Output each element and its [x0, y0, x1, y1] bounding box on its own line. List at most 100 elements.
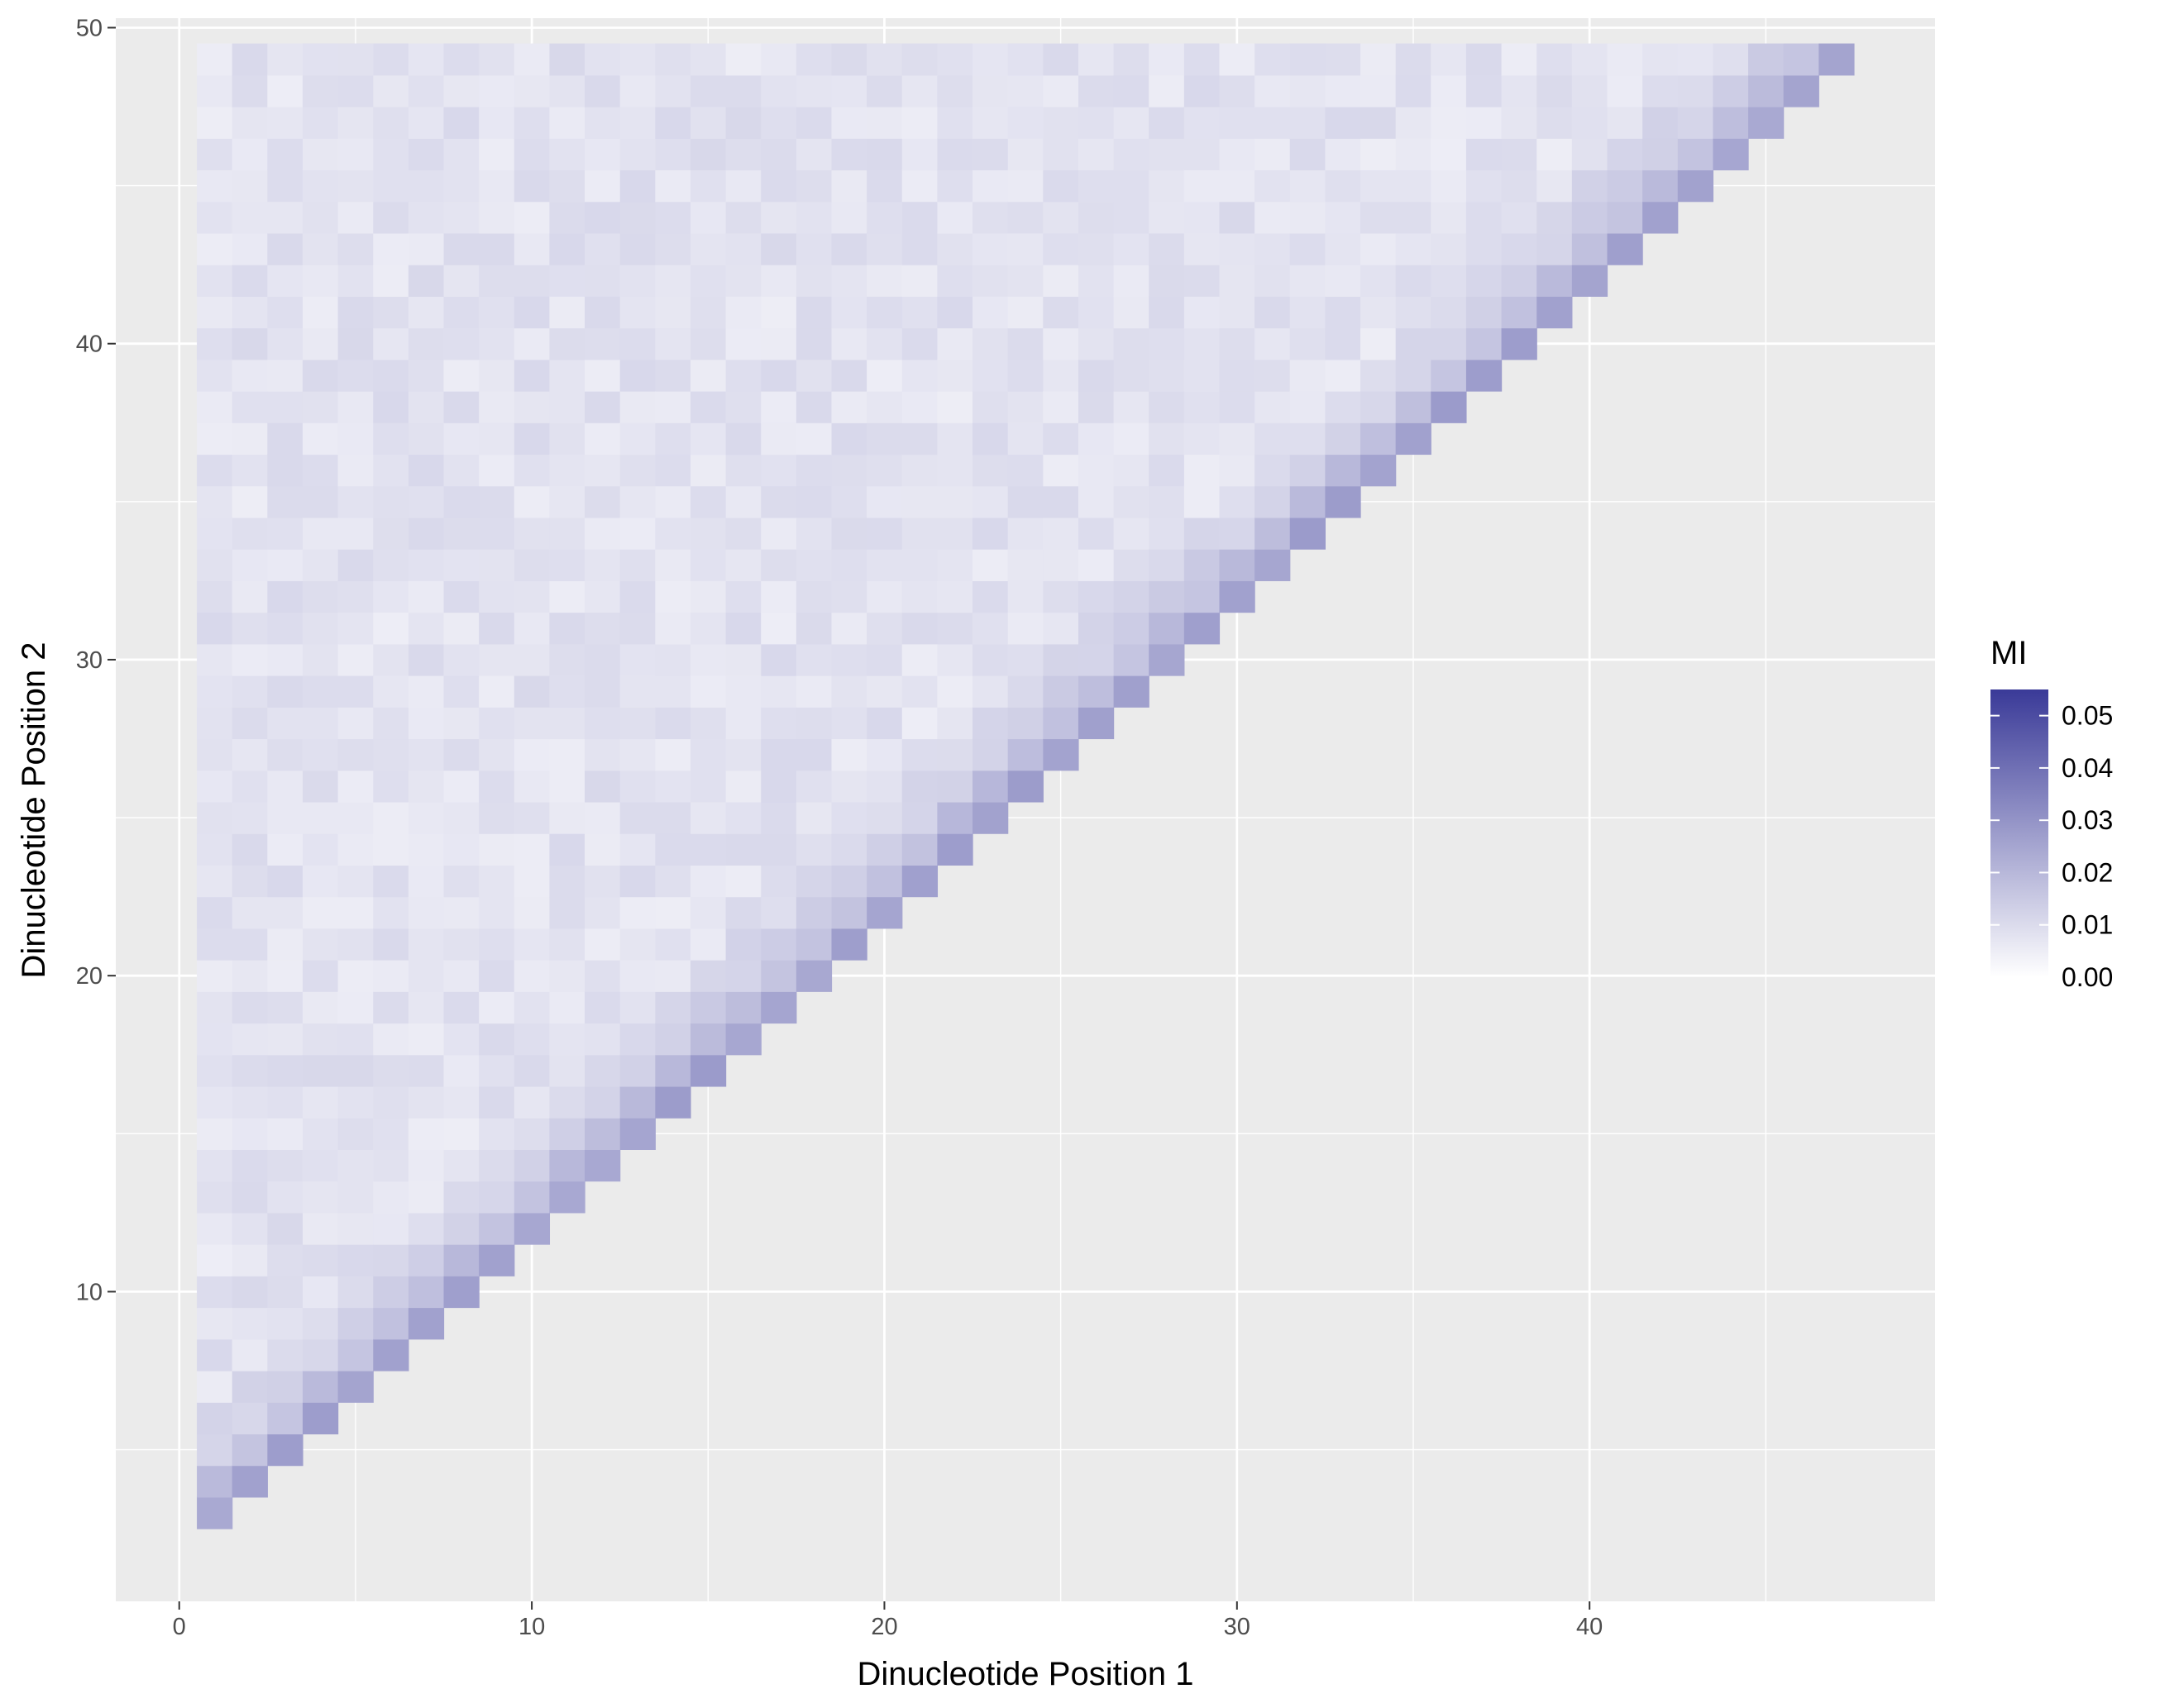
- heatmap-cell: [867, 549, 903, 581]
- heatmap-cell: [1183, 232, 1221, 265]
- heatmap-cell: [267, 833, 303, 866]
- heatmap-cell: [761, 865, 797, 898]
- heatmap-cell: [937, 107, 973, 139]
- heatmap-cell: [267, 801, 303, 834]
- heatmap-cell: [761, 265, 797, 297]
- heatmap-cell: [197, 138, 233, 171]
- heatmap-cell: [232, 960, 268, 992]
- heatmap-cell: [1325, 43, 1361, 76]
- heatmap-cell: [267, 580, 303, 613]
- heatmap-cell: [1183, 422, 1221, 456]
- heatmap-cell: [901, 707, 939, 740]
- heatmap-cell: [1149, 485, 1185, 518]
- heatmap-cell: [585, 327, 621, 360]
- heatmap-cell: [232, 738, 268, 771]
- heatmap-cell: [1571, 107, 1608, 139]
- heatmap-cell: [443, 232, 480, 265]
- heatmap-cell: [1360, 422, 1397, 456]
- heatmap-cell: [690, 74, 727, 107]
- heatmap-cell: [796, 770, 833, 803]
- heatmap-cell: [232, 1118, 268, 1150]
- heatmap-cell: [302, 1085, 339, 1119]
- heatmap-cell: [1289, 169, 1326, 203]
- heatmap-cell: [373, 612, 409, 645]
- heatmap-cell: [267, 643, 303, 676]
- heatmap-cell: [655, 991, 691, 1024]
- heatmap-cell: [972, 201, 1009, 234]
- heatmap-cell: [1043, 580, 1079, 613]
- heatmap-cell: [514, 201, 551, 234]
- heatmap-cell: [725, 801, 762, 834]
- heatmap-cell: [232, 1244, 268, 1276]
- heatmap-cell: [302, 801, 339, 834]
- heatmap-cell: [443, 422, 480, 456]
- heatmap-cell: [972, 707, 1009, 740]
- heatmap-cell: [302, 74, 339, 107]
- heatmap-cell: [302, 43, 339, 76]
- heatmap-cell: [443, 138, 480, 171]
- heatmap-cell: [972, 738, 1009, 771]
- heatmap-cell: [302, 960, 339, 992]
- heatmap-cell: [937, 169, 973, 203]
- heatmap-cell: [1113, 296, 1149, 329]
- heatmap-cell: [831, 707, 867, 740]
- heatmap-cell: [972, 107, 1009, 139]
- heatmap-cell: [408, 960, 445, 992]
- heatmap-cell: [549, 138, 585, 171]
- heatmap-cell: [549, 960, 585, 992]
- heatmap-cell: [197, 485, 233, 518]
- heatmap-cell: [267, 138, 303, 171]
- heatmap-cell: [1395, 265, 1431, 297]
- heatmap-cell: [373, 675, 409, 708]
- heatmap-cell: [479, 896, 515, 929]
- heatmap-cell: [1149, 612, 1185, 645]
- heatmap-cell: [867, 896, 903, 929]
- heatmap-cell: [1395, 169, 1431, 203]
- heatmap-cell: [337, 991, 374, 1024]
- heatmap-cell: [514, 675, 551, 708]
- heatmap-cell: [443, 296, 480, 329]
- heatmap-cell: [690, 422, 727, 456]
- heatmap-cell: [337, 517, 374, 550]
- heatmap-cell: [690, 485, 727, 518]
- heatmap-cell: [655, 801, 691, 834]
- heatmap-cell: [972, 169, 1009, 203]
- heatmap-cell: [725, 107, 762, 139]
- heatmap-cell: [725, 865, 762, 898]
- heatmap-cell: [267, 1338, 303, 1372]
- heatmap-cell: [867, 359, 903, 392]
- y-tick-label: 50: [76, 15, 103, 41]
- heatmap-cell: [1607, 201, 1643, 234]
- heatmap-cell: [549, 1023, 585, 1056]
- heatmap-cell: [690, 232, 727, 265]
- heatmap-cell: [796, 612, 833, 645]
- heatmap-cell: [232, 643, 268, 676]
- heatmap-cell: [479, 485, 515, 518]
- heatmap-cell: [479, 265, 515, 297]
- heatmap-cell: [585, 960, 621, 992]
- heatmap-cell: [619, 391, 656, 423]
- heatmap-cell: [796, 643, 833, 676]
- legend-ticks: 0.05 0.04 0.03 0.02 0.01 0.00: [1990, 701, 2113, 992]
- heatmap-cell: [901, 391, 939, 423]
- heatmap-cell: [443, 1054, 480, 1087]
- heatmap-cell: [585, 1118, 621, 1150]
- heatmap-cell: [232, 422, 268, 456]
- heatmap-cell: [619, 770, 656, 803]
- heatmap-cell: [302, 1370, 339, 1403]
- heatmap-cell: [1501, 327, 1537, 360]
- heatmap-cell: [408, 1212, 445, 1245]
- heatmap-cell: [232, 549, 268, 581]
- heatmap-cell: [197, 896, 233, 929]
- heatmap-cell: [373, 1276, 409, 1309]
- heatmap-cell: [619, 549, 656, 581]
- heatmap-cell: [585, 391, 621, 423]
- heatmap-cell: [197, 1181, 233, 1214]
- heatmap-cell: [1677, 107, 1713, 139]
- heatmap-cell: [1043, 43, 1079, 76]
- heatmap-cell: [197, 580, 233, 613]
- heatmap-cell: [443, 612, 480, 645]
- heatmap-cell: [690, 391, 727, 423]
- heatmap-cell: [1571, 74, 1608, 107]
- heatmap-cell: [443, 485, 480, 518]
